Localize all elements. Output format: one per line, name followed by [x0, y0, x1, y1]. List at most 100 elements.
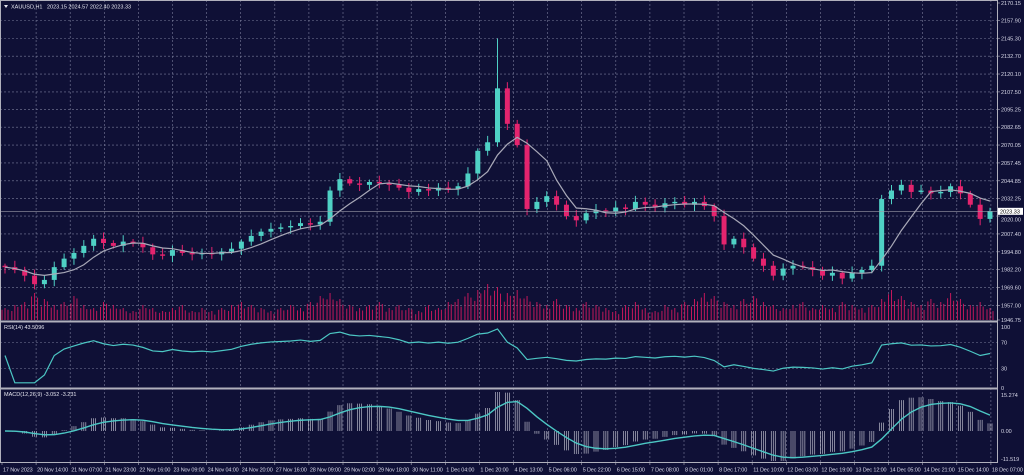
candle-body [248, 235, 254, 242]
price-tick-label: 1982.20 [1001, 268, 1021, 274]
rsi-tick-label: 30 [1001, 367, 1007, 373]
time-tick-label: 4 Dec 13:00 [515, 468, 543, 474]
macd-title: MACD(12,26,9) -3.052 -3.231 [4, 392, 76, 398]
candle-body [495, 88, 500, 143]
candle-body [524, 145, 530, 209]
candle-body [347, 179, 353, 184]
price-tick-label: 2170.15 [1001, 1, 1021, 7]
candle-body [475, 150, 481, 174]
candle-body [957, 186, 963, 194]
rsi-line [4, 328, 991, 384]
time-tick-label: 6 Dec 15:00 [617, 468, 645, 474]
candle-body [623, 207, 629, 209]
rsi-tick-label: 100 [1001, 325, 1010, 331]
candle-body [938, 191, 944, 194]
candle-body [563, 204, 569, 217]
candle-body [820, 269, 826, 276]
candle-body [967, 193, 973, 205]
candle-body [898, 184, 904, 191]
macd-signal-line [4, 400, 991, 459]
time-tick-label: 20 Nov 14:00 [37, 468, 68, 474]
candle-body [514, 123, 520, 146]
time-tick-label: 5 Dec 22:00 [583, 468, 611, 474]
price-tick-label: 2095.25 [1001, 107, 1021, 113]
price-tick-label: 2007.40 [1001, 232, 1021, 238]
grid [0, 0, 997, 462]
candle-body [268, 228, 274, 232]
rsi-title: RSI(14) 43.5096 [4, 325, 44, 331]
time-axis[interactable]: 17 Nov 2023 20 Nov 14:00 21 Nov 07:00 21 No… [0, 462, 1024, 475]
macd-panel [4, 392, 993, 461]
candle-body [573, 216, 579, 221]
macd-tick-label: 15.274 [1001, 393, 1018, 399]
price-tick-label: 1946.75 [1001, 318, 1021, 324]
candle-body [760, 258, 766, 266]
candle-body [465, 173, 471, 187]
candle-body [101, 238, 106, 244]
candle-body [238, 241, 244, 249]
time-tick-label: 11 Dec 10:00 [753, 468, 784, 474]
candle-body [140, 243, 146, 248]
candle-body [288, 225, 294, 228]
candle-body [751, 247, 757, 259]
time-axis-background [0, 463, 1024, 475]
candle-body [61, 258, 67, 268]
time-tick-label: 18 Dec 07:00 [992, 468, 1023, 474]
candle-body [790, 265, 796, 269]
candle-body [22, 269, 28, 276]
candle-body [544, 196, 550, 202]
candle-body [869, 265, 875, 270]
candle-body [879, 199, 885, 266]
candle-body [150, 247, 156, 255]
plot-border [0, 0, 998, 463]
time-tick-label: 1 Dec 20:00 [480, 468, 508, 474]
price-tick-label: 1994.80 [1001, 250, 1021, 256]
candle-body [179, 250, 185, 253]
time-tick-label: 29 Nov 02:00 [344, 468, 375, 474]
rsi-tick-label: 0 [1001, 386, 1004, 392]
candle-body [642, 201, 648, 205]
candle-body [987, 211, 993, 219]
price-tick-label: 2070.05 [1001, 143, 1021, 149]
macd-tick-label: -11.519 [1001, 457, 1019, 463]
time-tick-label: 24 Nov 04:00 [208, 468, 239, 474]
candle-body [780, 268, 786, 276]
candle-body [426, 189, 432, 191]
candle-body [189, 252, 195, 255]
ohlc-values: 2023.15 2024.57 2022.40 2023.33 [47, 5, 131, 11]
time-tick-label: 13 Dec 12:00 [856, 468, 887, 474]
candle-body [632, 201, 638, 209]
candle-body [366, 182, 372, 185]
candle-body [583, 213, 589, 221]
price-tick-label: 2157.90 [1001, 18, 1021, 24]
candle-body [829, 272, 835, 276]
macd-tick-label: 0.00 [1001, 429, 1012, 435]
price-tick-label: 1969.60 [1001, 286, 1021, 292]
candle-body [327, 190, 333, 222]
time-tick-label: 8 Dec 17:00 [719, 468, 747, 474]
price-tick-label: 2107.50 [1001, 90, 1021, 96]
dropdown-triangle-icon[interactable] [4, 5, 8, 8]
candle-body [613, 207, 619, 212]
candle-body [908, 184, 914, 192]
candle-body [229, 248, 235, 252]
time-tick-label: 7 Dec 08:00 [651, 468, 679, 474]
candle-body [721, 216, 727, 245]
candle-body [741, 238, 747, 248]
time-tick-label: 24 Nov 20:00 [242, 468, 273, 474]
candle-body [337, 179, 343, 191]
moving-average-line [4, 136, 991, 276]
price-tick-label: 2082.65 [1001, 125, 1021, 131]
candle-body [298, 223, 303, 226]
candle-body [672, 201, 678, 204]
symbol-label: XAUUSD,H1 [11, 5, 42, 11]
time-tick-label: 29 Nov 18:00 [378, 468, 409, 474]
price-axis[interactable]: 2170.15 2157.90 2145.30 2132.70 2120.10 2107.… [997, 1, 1023, 463]
candle-body [534, 201, 540, 209]
candle-body [554, 196, 560, 205]
volume-bars [1, 284, 994, 320]
time-tick-label: 22 Nov 16:00 [139, 468, 170, 474]
price-tick-label: 2120.10 [1001, 72, 1021, 78]
candle-body [889, 190, 894, 200]
